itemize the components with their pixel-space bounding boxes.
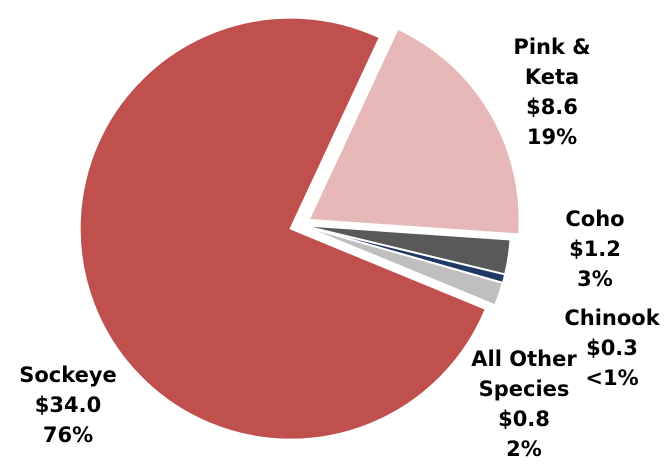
data-label-all-other-species: All Other Species $0.8 2%	[471, 347, 577, 461]
data-label-sockeye: Sockeye $34.0 76%	[19, 363, 117, 447]
data-label-chinook: Chinook $0.3 <1%	[564, 306, 660, 390]
data-label-coho: Coho $1.2 3%	[565, 207, 624, 291]
data-label-pink-and-keta: Pink & Keta $8.6 19%	[513, 35, 590, 149]
slice-all-other-species	[299, 224, 505, 307]
slice-sockeye	[78, 16, 488, 441]
slice-pink-and-keta	[307, 27, 521, 236]
